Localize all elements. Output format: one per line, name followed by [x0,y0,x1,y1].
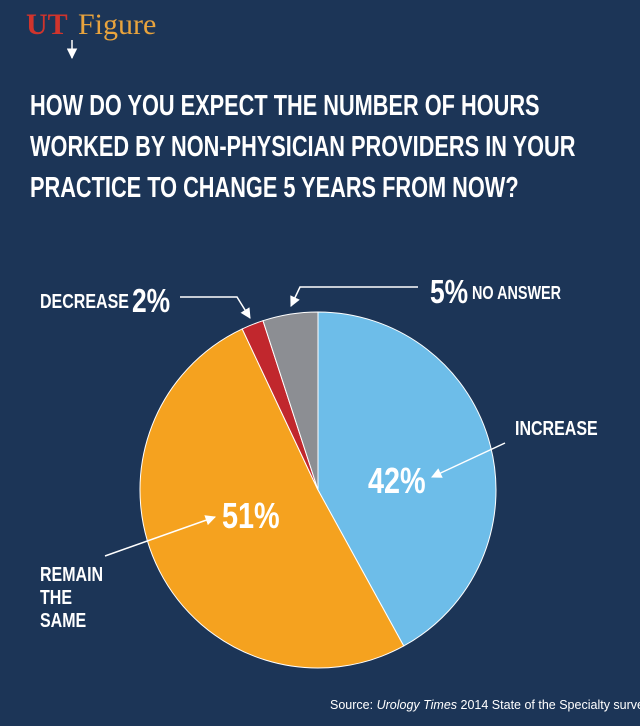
callout-arrow [290,286,418,307]
chart-title: HOW DO YOU EXPECT THE NUMBER OF HOURS WO… [30,90,576,204]
value-label: 5% [430,273,469,310]
category-label: INCREASE [515,418,598,440]
callout-arrow [431,442,506,478]
brand-label: Figure [78,8,157,41]
value-label: 2% [132,282,171,319]
source-prefix: Source: [330,698,374,712]
value-label: 42% [368,460,426,501]
category-label: NO ANSWER [472,283,562,303]
brand: UT [26,8,68,41]
callout-arrow [104,515,216,557]
pie-slice [139,328,405,669]
value-label: 51% [222,495,280,536]
pie-slice [317,311,497,647]
source-publication: Urology Times [376,698,458,712]
category-label: DECREASE [40,291,129,313]
pie-slice [262,311,319,491]
source-rest: 2014 State of the Specialty survey [460,698,640,712]
callout-arrow [180,296,251,319]
category-label: REMAIN THE SAME [40,564,104,632]
source: Source: Urology Times 2014 State of the … [330,698,640,712]
callouts [104,286,506,557]
